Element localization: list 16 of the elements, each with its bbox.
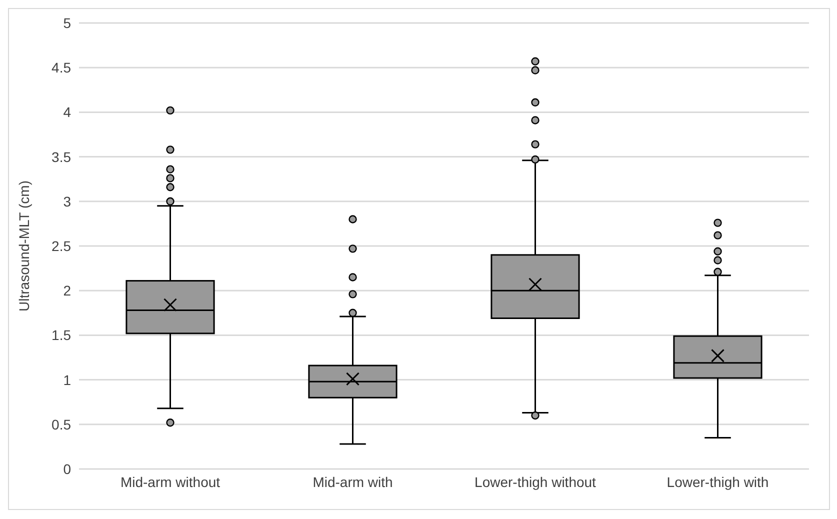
- y-tick-label: 1: [63, 372, 72, 388]
- y-tick-label: 3: [63, 193, 72, 210]
- y-tick-label: 2.5: [52, 238, 72, 254]
- y-tick-label: 2: [63, 282, 72, 299]
- y-tick-label: 4: [63, 104, 72, 120]
- x-tick-label: Mid-arm with: [312, 474, 393, 490]
- y-tick-label: 3.5: [52, 148, 72, 165]
- y-tick-label: 0.5: [52, 416, 72, 432]
- y-tick-label: 1.5: [52, 327, 72, 344]
- y-tick-label: 4.5: [52, 60, 72, 76]
- y-tick-label: 5: [63, 14, 72, 31]
- x-tick-label: Lower-thigh without: [474, 474, 596, 490]
- y-axis-title: Ultrasound-MLT (cm): [16, 180, 32, 312]
- x-tick-label: Mid-arm without: [120, 474, 220, 490]
- x-tick-label: Lower-thigh with: [666, 474, 769, 490]
- y-tick-label: 0: [63, 460, 72, 477]
